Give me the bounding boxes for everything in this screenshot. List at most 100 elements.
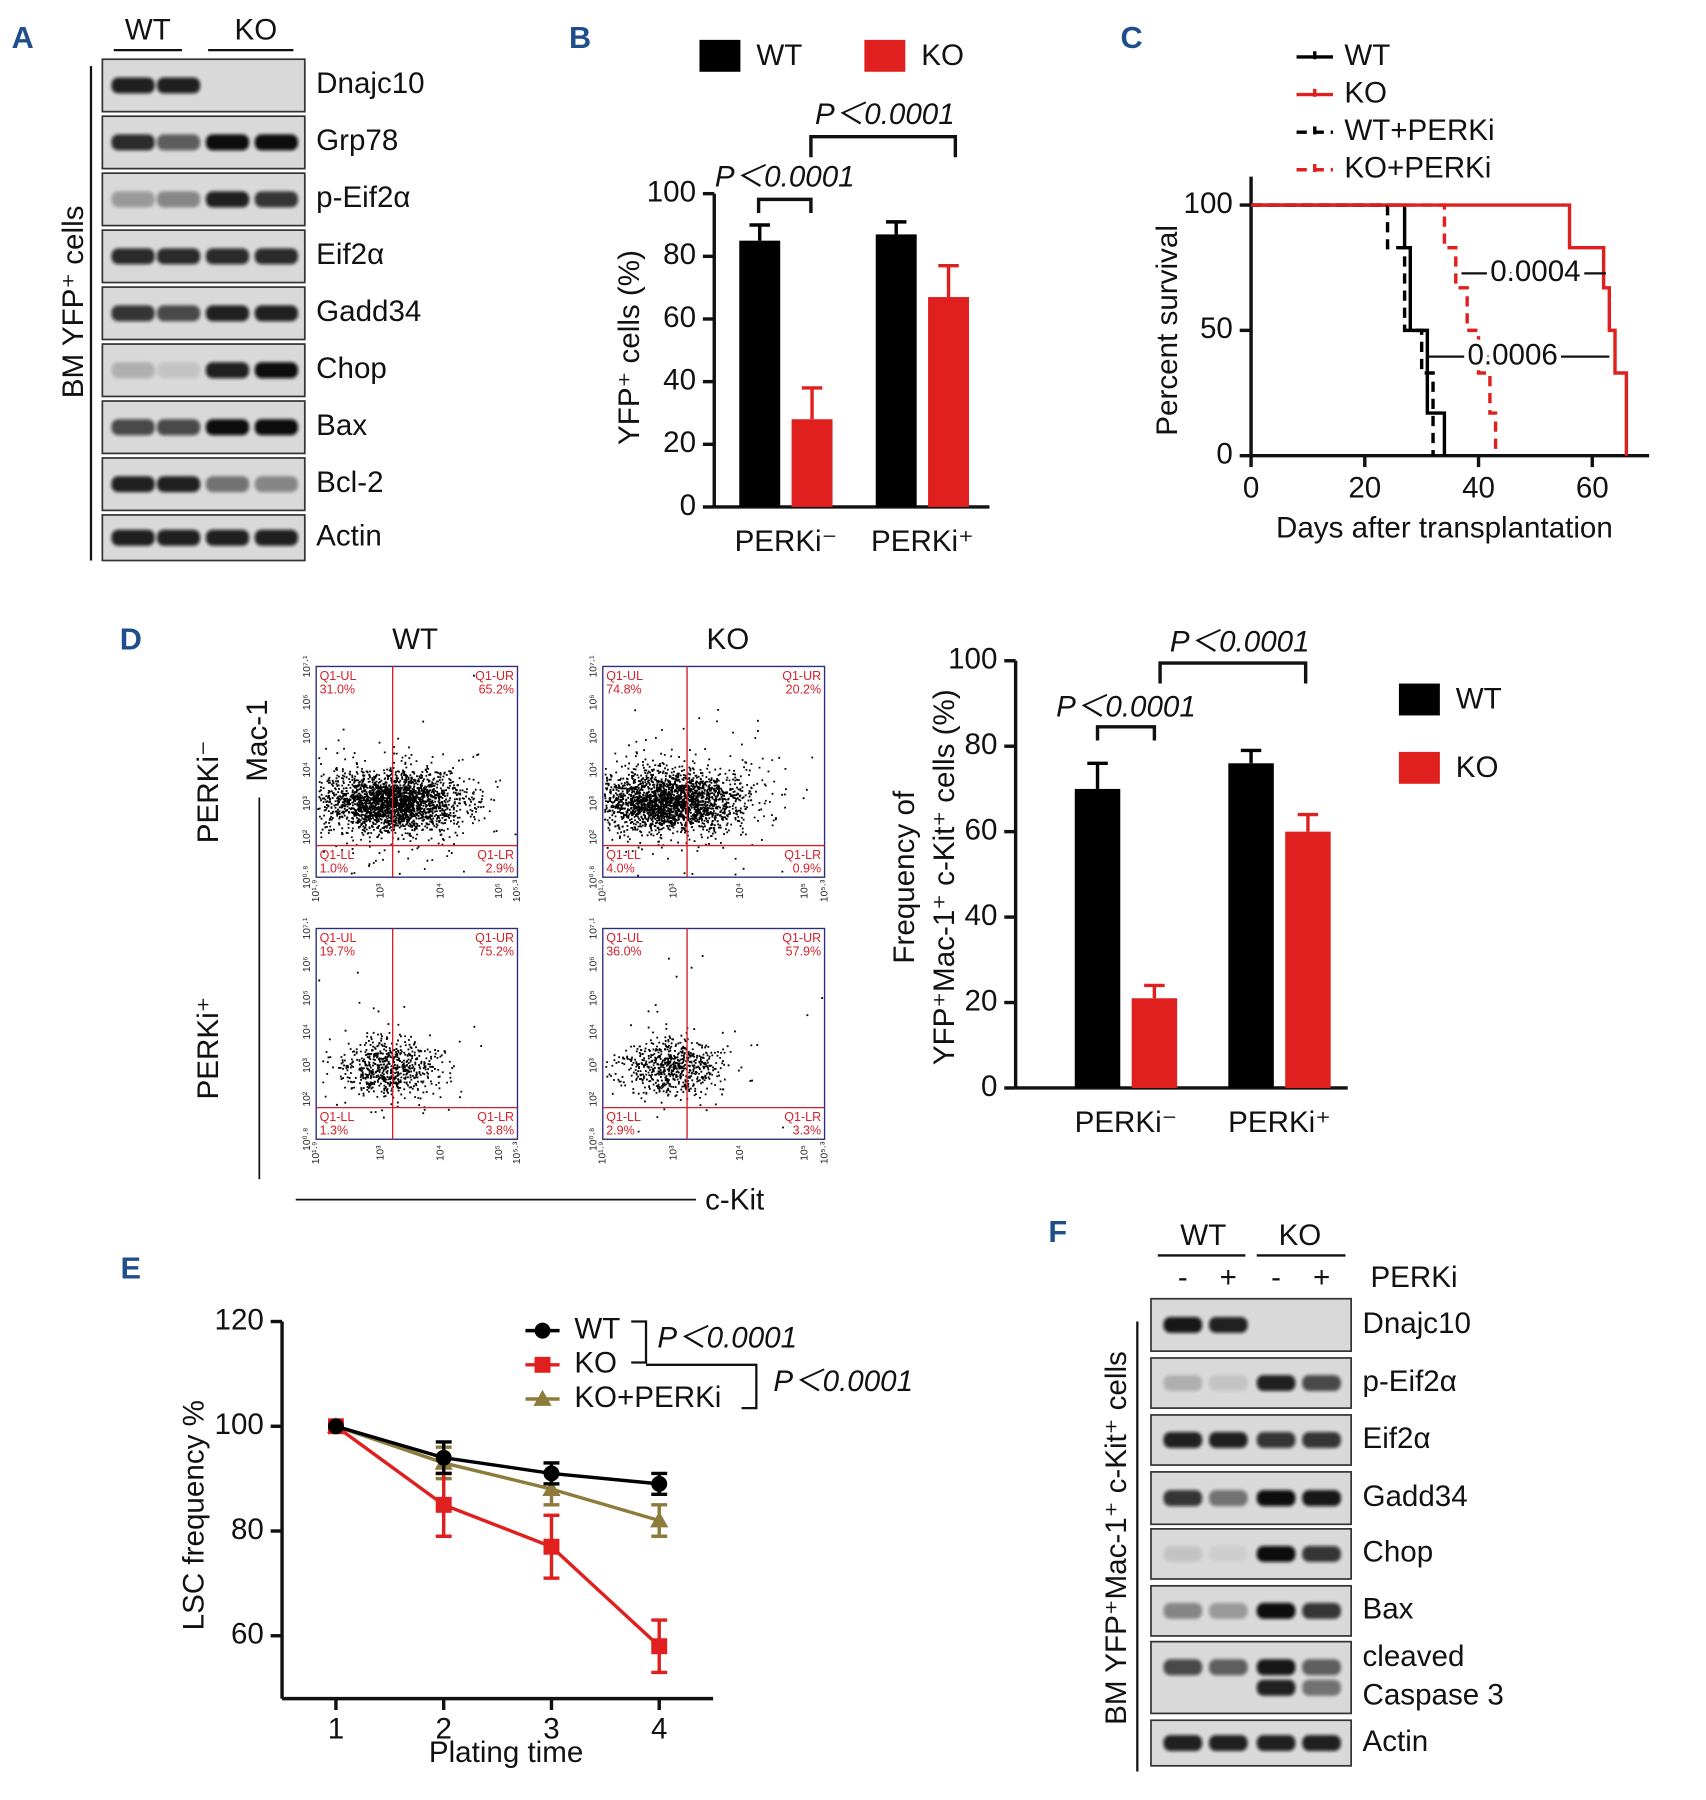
bar xyxy=(875,234,917,507)
flow-x-tick: 10¹·⁹ xyxy=(311,1142,322,1165)
x-axis-label: Plating time xyxy=(429,1736,583,1769)
quadrant-percent: 31.0% xyxy=(320,683,355,697)
flow-y-tick: 10⁰·⁸ xyxy=(302,866,313,889)
blot-band xyxy=(1163,1602,1203,1619)
row-label: PERKi⁺ xyxy=(192,997,225,1100)
quadrant-percent: 1.3% xyxy=(320,1124,349,1138)
legend-marker xyxy=(533,1389,552,1406)
blot-strip xyxy=(1150,1640,1353,1715)
p-value: P＜0.0001 xyxy=(773,1365,913,1398)
blot-band xyxy=(1256,1375,1296,1392)
blot-band xyxy=(1208,1432,1248,1448)
column-label: KO xyxy=(707,623,750,656)
point xyxy=(542,1480,561,1496)
point xyxy=(651,1638,668,1655)
flow-y-tick: 10⁰·⁸ xyxy=(302,1128,313,1151)
row-label: Chop xyxy=(316,352,387,385)
flow-x-tick: 10³ xyxy=(375,1145,386,1160)
bar xyxy=(791,419,833,507)
blot-band xyxy=(1302,1490,1341,1507)
flow-y-tick: 10³ xyxy=(302,795,313,810)
treatment-label: PERKi xyxy=(1370,1261,1457,1294)
blot-band xyxy=(111,476,155,493)
flow-y-tick: 10⁵ xyxy=(302,990,313,1006)
blot-band xyxy=(1302,1602,1341,1619)
significance-bracket xyxy=(809,135,958,158)
blot-band xyxy=(1208,1602,1248,1619)
lane-label: + xyxy=(1220,1261,1237,1294)
panel-letter: E xyxy=(121,1250,141,1285)
blot-band xyxy=(1163,1375,1203,1392)
quadrant-percent: 19.7% xyxy=(320,945,355,959)
series-line xyxy=(335,1424,660,1486)
blot-band xyxy=(1163,1545,1203,1562)
bar xyxy=(1228,763,1274,1088)
event-cloud xyxy=(605,955,824,1133)
point xyxy=(650,1511,669,1528)
flow-y-tick: 10⁶ xyxy=(302,694,313,710)
p-value: P＜0.0001 xyxy=(715,161,855,194)
y-axis-label: Frequency of xyxy=(888,790,921,964)
quadrant-name: Q1-LR xyxy=(477,1110,514,1124)
quadrant-name: Q1-UR xyxy=(475,931,514,945)
blot-band xyxy=(254,191,298,208)
row-label: p-Eif2α xyxy=(316,181,410,214)
y-tick-label: 0 xyxy=(680,489,696,522)
x-tick-label: 1 xyxy=(328,1712,344,1745)
blot-band xyxy=(156,248,201,265)
flow-x-tick: 10¹·⁹ xyxy=(311,880,322,903)
p-value: P＜0.0001 xyxy=(815,98,955,131)
event-cloud xyxy=(317,674,517,875)
legend-marker xyxy=(534,1356,551,1373)
y-tick-label: 120 xyxy=(215,1303,264,1336)
blot-band xyxy=(156,191,201,208)
series-line xyxy=(335,1424,660,1523)
quadrant-percent: 57.9% xyxy=(786,945,821,959)
blot-band xyxy=(1208,1316,1248,1333)
event-cloud xyxy=(318,971,483,1119)
blot-band xyxy=(205,476,250,493)
x-axis-label: Days after transplantation xyxy=(1276,512,1613,545)
significance-bracket xyxy=(1095,725,1157,741)
quadrant-percent: 2.9% xyxy=(486,862,515,876)
y-tick-label: 0 xyxy=(981,1070,997,1103)
flow-y-tick: 10⁴ xyxy=(588,762,599,778)
significance-bracket xyxy=(646,1363,758,1410)
legend-label: KO xyxy=(921,39,964,72)
quadrant-name: Q1-UL xyxy=(320,931,357,945)
blot-band xyxy=(1302,1735,1341,1752)
blot-band xyxy=(156,77,201,94)
event-cloud xyxy=(604,708,814,877)
flow-x-tick: 10³ xyxy=(375,883,386,898)
y-tick-label: 50 xyxy=(1200,312,1233,345)
legend-swatch xyxy=(699,39,741,72)
point xyxy=(543,1538,560,1555)
flow-x-tick: 10⁵ xyxy=(799,1145,810,1161)
x-tick-label: PERKi⁻ xyxy=(1075,1106,1178,1139)
blot-band xyxy=(205,419,250,436)
blot-band xyxy=(1256,1679,1296,1696)
y-tick-label: 60 xyxy=(231,1618,264,1651)
flow-x-tick: 10⁴ xyxy=(436,1145,447,1161)
blot-band xyxy=(205,362,250,379)
quadrant-percent: 0.9% xyxy=(793,862,822,876)
blot-band xyxy=(156,362,201,379)
legend-label: KO xyxy=(574,1347,617,1380)
legend-label: WT+PERKi xyxy=(1344,114,1494,147)
flow-y-tick: 10² xyxy=(302,829,313,844)
x-tick-label: PERKi⁺ xyxy=(1228,1106,1331,1139)
legend-swatch xyxy=(1398,751,1440,784)
blot-band xyxy=(1256,1490,1296,1507)
row-label: cleaved xyxy=(1363,1640,1465,1673)
plot-frame xyxy=(602,665,826,878)
blot-band xyxy=(111,248,155,265)
flow-x-tick: 10³ xyxy=(668,883,679,898)
flow-y-tick: 10³ xyxy=(302,1057,313,1072)
quadrant-name: Q1-LR xyxy=(477,848,514,862)
quadrant-percent: 65.2% xyxy=(479,683,514,697)
blot-band xyxy=(1302,1545,1341,1562)
panel-letter: A xyxy=(12,20,34,55)
axis-label: c-Kit xyxy=(705,1184,764,1217)
blot-band xyxy=(254,134,298,151)
legend-label: KO+PERKi xyxy=(574,1381,721,1414)
